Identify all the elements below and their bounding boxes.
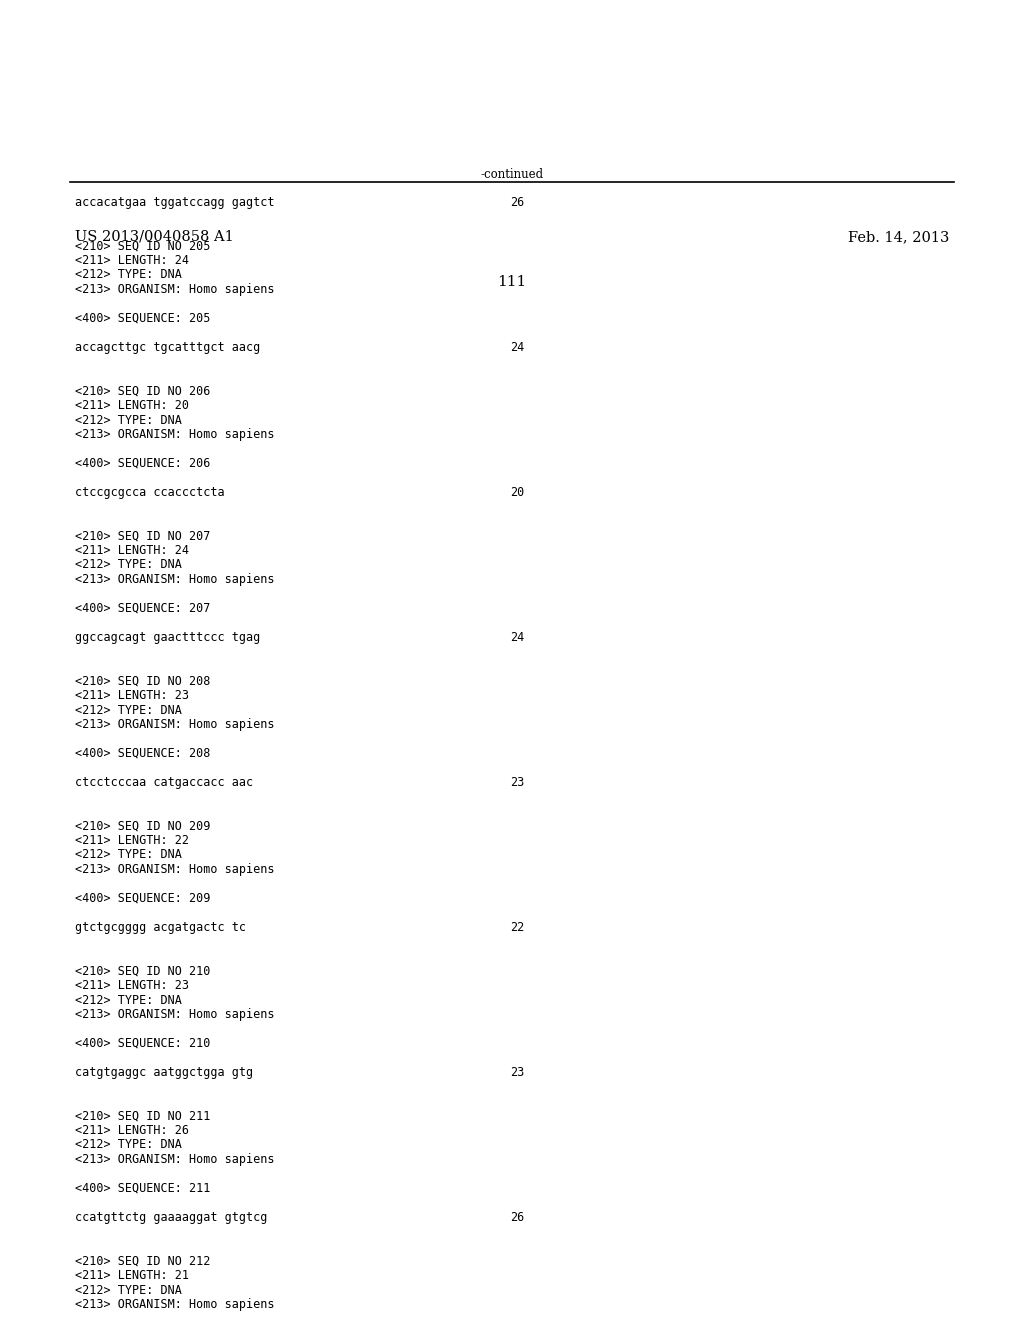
Text: catgtgaggc aatggctgga gtg: catgtgaggc aatggctgga gtg	[75, 1067, 253, 1078]
Text: <212> TYPE: DNA: <212> TYPE: DNA	[75, 558, 182, 572]
Text: <210> SEQ ID NO 210: <210> SEQ ID NO 210	[75, 965, 210, 978]
Text: 24: 24	[510, 631, 524, 644]
Text: <213> ORGANISM: Homo sapiens: <213> ORGANISM: Homo sapiens	[75, 1008, 274, 1020]
Text: <400> SEQUENCE: 208: <400> SEQUENCE: 208	[75, 747, 210, 760]
Text: <400> SEQUENCE: 210: <400> SEQUENCE: 210	[75, 1038, 210, 1049]
Text: <210> SEQ ID NO 212: <210> SEQ ID NO 212	[75, 1254, 210, 1267]
Text: <212> TYPE: DNA: <212> TYPE: DNA	[75, 994, 182, 1006]
Text: US 2013/0040858 A1: US 2013/0040858 A1	[75, 230, 233, 244]
Text: accagcttgc tgcatttgct aacg: accagcttgc tgcatttgct aacg	[75, 341, 260, 354]
Text: <213> ORGANISM: Homo sapiens: <213> ORGANISM: Homo sapiens	[75, 428, 274, 441]
Text: <211> LENGTH: 23: <211> LENGTH: 23	[75, 689, 189, 702]
Text: <213> ORGANISM: Homo sapiens: <213> ORGANISM: Homo sapiens	[75, 863, 274, 876]
Text: 20: 20	[510, 486, 524, 499]
Text: <210> SEQ ID NO 209: <210> SEQ ID NO 209	[75, 820, 210, 833]
Text: <210> SEQ ID NO 207: <210> SEQ ID NO 207	[75, 529, 210, 543]
Text: <213> ORGANISM: Homo sapiens: <213> ORGANISM: Homo sapiens	[75, 1152, 274, 1166]
Text: <212> TYPE: DNA: <212> TYPE: DNA	[75, 704, 182, 717]
Text: <400> SEQUENCE: 209: <400> SEQUENCE: 209	[75, 892, 210, 906]
Text: 23: 23	[510, 1067, 524, 1078]
Text: <213> ORGANISM: Homo sapiens: <213> ORGANISM: Homo sapiens	[75, 718, 274, 731]
Text: ggccagcagt gaactttccc tgag: ggccagcagt gaactttccc tgag	[75, 631, 260, 644]
Text: <400> SEQUENCE: 205: <400> SEQUENCE: 205	[75, 312, 210, 325]
Text: <212> TYPE: DNA: <212> TYPE: DNA	[75, 1138, 182, 1151]
Text: <212> TYPE: DNA: <212> TYPE: DNA	[75, 268, 182, 281]
Text: <211> LENGTH: 21: <211> LENGTH: 21	[75, 1269, 189, 1282]
Text: <211> LENGTH: 22: <211> LENGTH: 22	[75, 834, 189, 847]
Text: 23: 23	[510, 776, 524, 789]
Text: <211> LENGTH: 24: <211> LENGTH: 24	[75, 253, 189, 267]
Text: <213> ORGANISM: Homo sapiens: <213> ORGANISM: Homo sapiens	[75, 282, 274, 296]
Text: <212> TYPE: DNA: <212> TYPE: DNA	[75, 849, 182, 862]
Text: <211> LENGTH: 20: <211> LENGTH: 20	[75, 399, 189, 412]
Text: <211> LENGTH: 23: <211> LENGTH: 23	[75, 979, 189, 993]
Text: <211> LENGTH: 26: <211> LENGTH: 26	[75, 1125, 189, 1137]
Text: ctcctcccaa catgaccacc aac: ctcctcccaa catgaccacc aac	[75, 776, 253, 789]
Text: ccatgttctg gaaaaggat gtgtcg: ccatgttctg gaaaaggat gtgtcg	[75, 1210, 267, 1224]
Text: -continued: -continued	[480, 168, 544, 181]
Text: 26: 26	[510, 195, 524, 209]
Text: <212> TYPE: DNA: <212> TYPE: DNA	[75, 1283, 182, 1296]
Text: <211> LENGTH: 24: <211> LENGTH: 24	[75, 544, 189, 557]
Text: 22: 22	[510, 921, 524, 935]
Text: <210> SEQ ID NO 208: <210> SEQ ID NO 208	[75, 675, 210, 688]
Text: <400> SEQUENCE: 206: <400> SEQUENCE: 206	[75, 457, 210, 470]
Text: <213> ORGANISM: Homo sapiens: <213> ORGANISM: Homo sapiens	[75, 573, 274, 586]
Text: gtctgcgggg acgatgactc tc: gtctgcgggg acgatgactc tc	[75, 921, 246, 935]
Text: 111: 111	[498, 275, 526, 289]
Text: <213> ORGANISM: Homo sapiens: <213> ORGANISM: Homo sapiens	[75, 1298, 274, 1311]
Text: <400> SEQUENCE: 207: <400> SEQUENCE: 207	[75, 602, 210, 615]
Text: <212> TYPE: DNA: <212> TYPE: DNA	[75, 413, 182, 426]
Text: 24: 24	[510, 341, 524, 354]
Text: Feb. 14, 2013: Feb. 14, 2013	[848, 230, 949, 244]
Text: ctccgcgcca ccaccctcta: ctccgcgcca ccaccctcta	[75, 486, 224, 499]
Text: accacatgaa tggatccagg gagtct: accacatgaa tggatccagg gagtct	[75, 195, 274, 209]
Text: 26: 26	[510, 1210, 524, 1224]
Text: <210> SEQ ID NO 205: <210> SEQ ID NO 205	[75, 239, 210, 252]
Text: <210> SEQ ID NO 211: <210> SEQ ID NO 211	[75, 1110, 210, 1122]
Text: <400> SEQUENCE: 211: <400> SEQUENCE: 211	[75, 1181, 210, 1195]
Text: <210> SEQ ID NO 206: <210> SEQ ID NO 206	[75, 384, 210, 397]
